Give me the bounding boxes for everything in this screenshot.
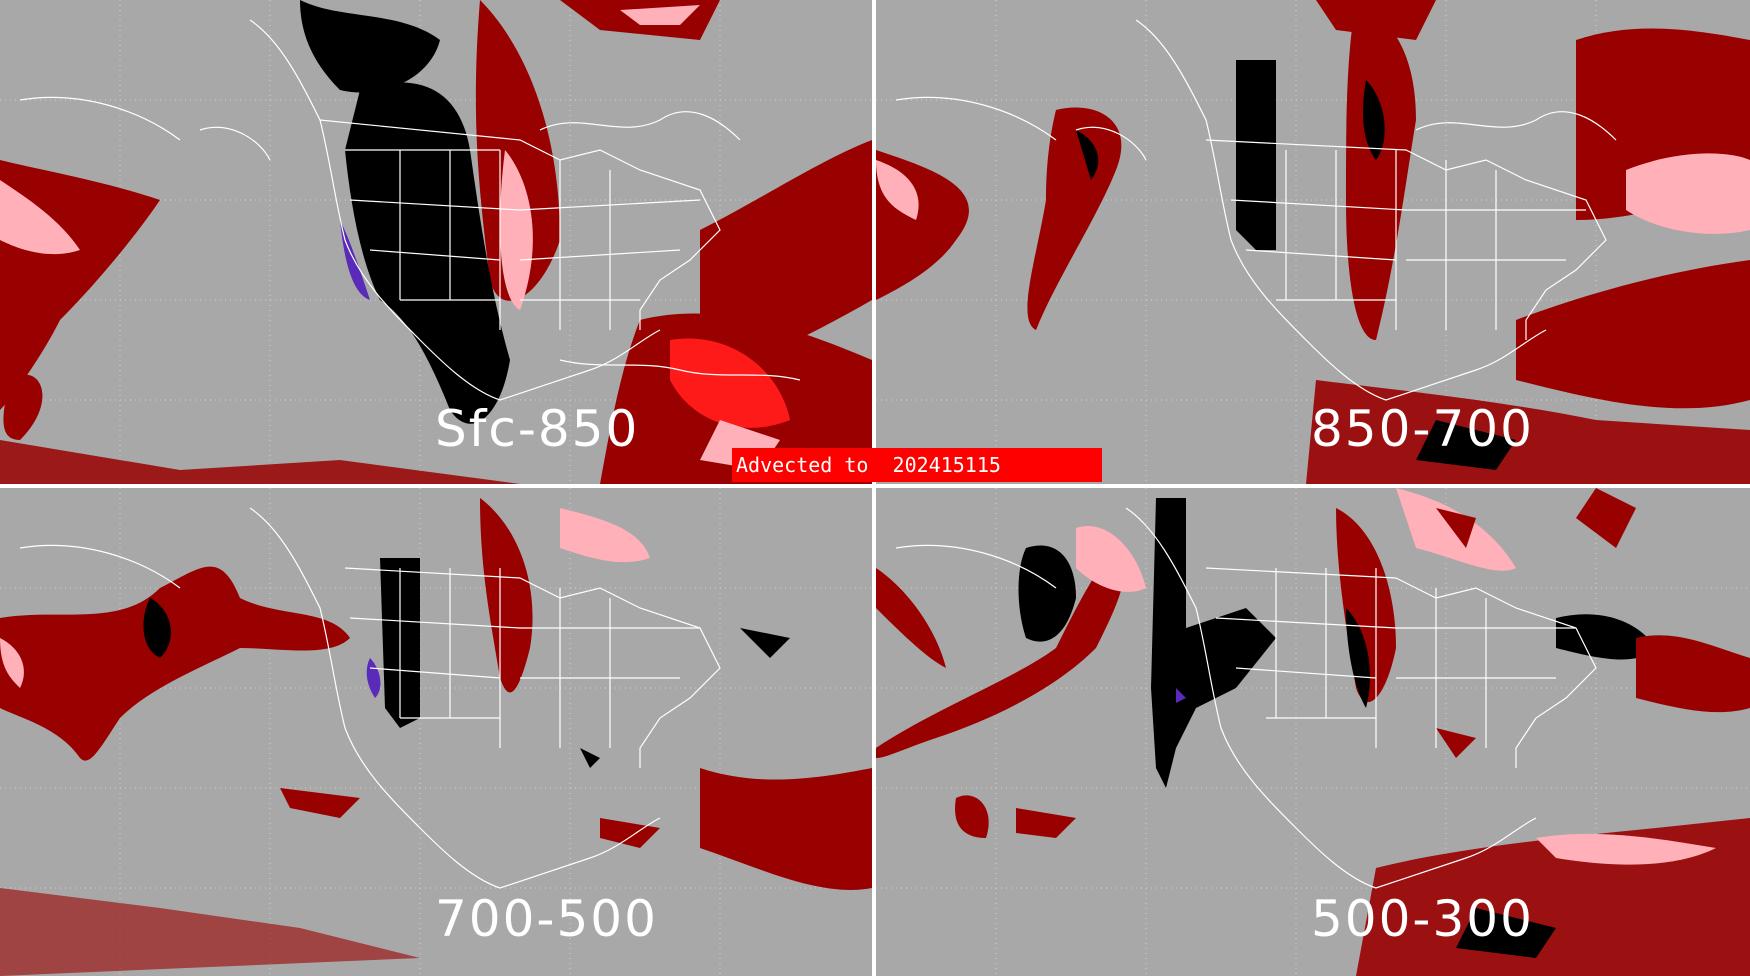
map-panel-500-300: 500-300 xyxy=(876,488,1750,976)
map-panel-700-500: 700-500 xyxy=(0,488,872,976)
layer-label: Sfc-850 xyxy=(435,400,640,458)
map-panel-sfc-850: Sfc-850 xyxy=(0,0,872,484)
map-panel-850-700: 850-700 xyxy=(876,0,1750,484)
advection-time-banner: Advected to 202415115 xyxy=(732,448,1102,482)
map-graphic xyxy=(876,0,1750,484)
layer-label: 700-500 xyxy=(435,890,658,948)
map-graphic xyxy=(0,488,872,976)
layer-label: 850-700 xyxy=(1311,400,1534,458)
layer-label: 500-300 xyxy=(1311,890,1534,948)
map-graphic xyxy=(0,0,872,484)
map-graphic xyxy=(876,488,1750,976)
